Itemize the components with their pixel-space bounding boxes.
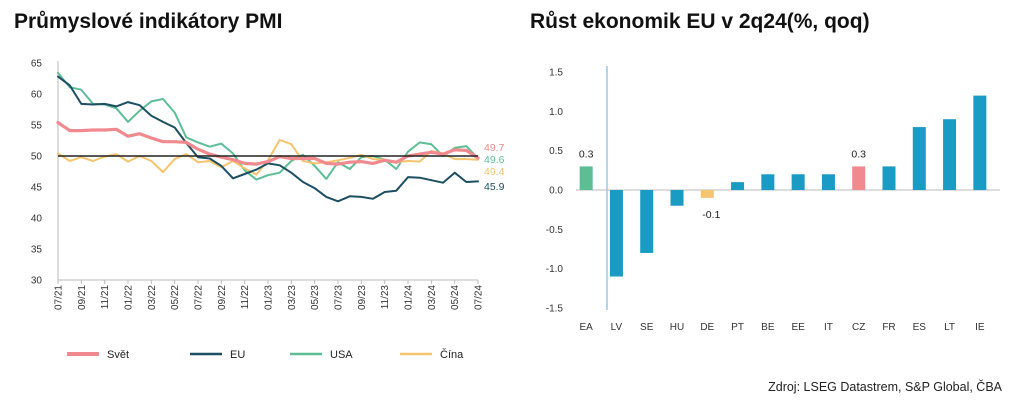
pmi-x-tick-label: 03/22 bbox=[147, 285, 158, 310]
growth-bar-LT bbox=[943, 119, 957, 190]
growth-bar-IT bbox=[821, 174, 835, 190]
pmi-x-tick-label: 07/24 bbox=[474, 285, 485, 310]
pmi-end-value-label: 49.4 bbox=[484, 166, 505, 178]
source-note: Zdroj: LSEG Datastrem, S&P Global, ČBA bbox=[768, 380, 1002, 394]
growth-data-label: 0.3 bbox=[579, 148, 594, 160]
pmi-x-tick-label: 05/22 bbox=[170, 285, 181, 310]
pmi-line-chart: 30 35 40 45 50 55 60 65 07/21 09/21 11/21 01/22 03/2… bbox=[31, 59, 505, 362]
pmi-y-tick-label: 40 bbox=[31, 214, 43, 225]
growth-bar-SE bbox=[640, 190, 654, 253]
growth-x-tick-label: LV bbox=[611, 322, 623, 333]
growth-x-tick-label: DE bbox=[700, 322, 714, 333]
pmi-x-tick-label: 09/21 bbox=[77, 285, 88, 310]
growth-y-tick-label: 1.0 bbox=[549, 107, 563, 118]
growth-bar-DE bbox=[700, 190, 714, 198]
pmi-x-tick-label: 01/24 bbox=[404, 285, 415, 310]
growth-x-tick-label: BE bbox=[761, 322, 775, 333]
pmi-x-tick-label: 01/22 bbox=[124, 285, 135, 310]
growth-data-label: 0.3 bbox=[851, 148, 866, 160]
growth-x-tick-label: IT bbox=[824, 322, 833, 333]
pmi-end-value-label: 49.7 bbox=[484, 142, 505, 154]
pmi-x-tick-label: 11/22 bbox=[240, 285, 251, 310]
growth-bar-FR bbox=[882, 166, 896, 190]
growth-x-tick-label: SE bbox=[640, 322, 654, 333]
growth-bar-chart: 1.5 1.0 0.5 0.0 -0.5 -1.0 -1.5 EA LV SE HU DE PT BE EE… bbox=[546, 66, 1000, 333]
pmi-y-tick-label: 30 bbox=[31, 276, 43, 287]
pmi-x-tick-label: 11/23 bbox=[380, 285, 391, 310]
pmi-x-tick-label: 07/21 bbox=[54, 285, 65, 310]
growth-bar-HU bbox=[670, 190, 684, 206]
growth-y-tick-label: -1.0 bbox=[546, 264, 564, 275]
growth-x-tick-label: HU bbox=[670, 322, 684, 333]
growth-x-tick-label: EA bbox=[579, 322, 593, 333]
pmi-x-tick-label: 11/21 bbox=[100, 285, 111, 310]
growth-y-tick-label: -0.5 bbox=[546, 225, 564, 236]
growth-bar-PT bbox=[731, 182, 745, 190]
growth-bar-EA bbox=[579, 166, 593, 190]
growth-bar-IE bbox=[973, 95, 987, 190]
pmi-series-line-EU bbox=[57, 75, 479, 203]
growth-y-tick-label: 0.5 bbox=[549, 146, 563, 157]
pmi-x-tick-label: 09/23 bbox=[357, 285, 368, 310]
pmi-x-tick-label: 05/23 bbox=[310, 285, 321, 310]
growth-bar-EE bbox=[791, 174, 805, 190]
pmi-x-tick-label: 01/23 bbox=[264, 285, 275, 310]
growth-bar-BE bbox=[761, 174, 775, 190]
pmi-x-tick-label: 05/24 bbox=[450, 285, 461, 310]
pmi-x-tick-label: 07/22 bbox=[194, 285, 205, 310]
growth-bar-CZ bbox=[852, 166, 866, 190]
pmi-legend-label: Svět bbox=[107, 349, 129, 361]
pmi-end-value-label: 49.6 bbox=[484, 154, 505, 166]
growth-y-tick-label: -1.5 bbox=[546, 304, 564, 315]
pmi-y-tick-label: 50 bbox=[31, 152, 43, 163]
growth-chart-title: Růst ekonomik EU v 2q24(%, qoq) bbox=[530, 10, 870, 33]
growth-x-tick-label: IE bbox=[975, 322, 985, 333]
pmi-y-tick-label: 55 bbox=[31, 121, 43, 132]
pmi-y-tick-label: 35 bbox=[31, 245, 43, 256]
pmi-y-tick-label: 65 bbox=[31, 59, 43, 70]
pmi-legend-label: USA bbox=[330, 349, 353, 361]
growth-x-tick-label: EE bbox=[791, 322, 805, 333]
pmi-chart-title: Průmyslové indikátory PMI bbox=[14, 10, 283, 33]
growth-bar-LV bbox=[609, 190, 623, 277]
pmi-series-line-USA bbox=[57, 71, 479, 181]
pmi-x-tick-label: 03/23 bbox=[287, 285, 298, 310]
growth-x-tick-label: FR bbox=[882, 322, 895, 333]
pmi-x-tick-label: 03/24 bbox=[427, 285, 438, 310]
growth-x-tick-label: CZ bbox=[852, 322, 865, 333]
pmi-x-tick-label: 09/22 bbox=[217, 285, 228, 310]
pmi-y-tick-label: 60 bbox=[31, 90, 43, 101]
pmi-legend-label: Čína bbox=[440, 348, 464, 361]
growth-x-tick-label: PT bbox=[731, 322, 744, 333]
pmi-x-tick-label: 07/23 bbox=[334, 285, 345, 310]
growth-data-label: -0.1 bbox=[702, 209, 720, 221]
pmi-y-tick-label: 45 bbox=[31, 183, 43, 194]
pmi-legend-label: EU bbox=[230, 349, 245, 361]
growth-y-tick-label: 1.5 bbox=[549, 68, 563, 79]
growth-y-tick-label: 0.0 bbox=[549, 186, 563, 197]
growth-bar-ES bbox=[912, 127, 926, 190]
pmi-end-value-label: 45.9 bbox=[484, 181, 505, 193]
growth-x-tick-label: LT bbox=[944, 322, 955, 333]
growth-x-tick-label: ES bbox=[913, 322, 927, 333]
